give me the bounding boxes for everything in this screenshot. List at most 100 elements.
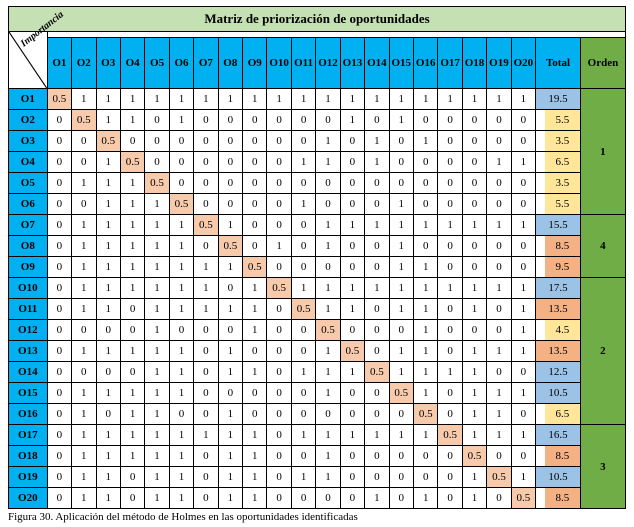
matrix-cell: 1 bbox=[340, 299, 364, 320]
matrix-cell: 1 bbox=[487, 404, 511, 425]
matrix-cell: 0 bbox=[291, 404, 315, 425]
matrix-cell: 0 bbox=[120, 299, 144, 320]
matrix-cell: 0 bbox=[120, 362, 144, 383]
matrix-cell: 1 bbox=[291, 89, 315, 110]
matrix-cell: 0 bbox=[291, 215, 315, 236]
matrix-cell: 0 bbox=[47, 404, 71, 425]
row-label: O4 bbox=[9, 152, 48, 173]
matrix-cell: 1 bbox=[96, 110, 120, 131]
col-header: O2 bbox=[72, 38, 96, 89]
matrix-cell: 0 bbox=[194, 131, 218, 152]
matrix-cell: 1 bbox=[96, 425, 120, 446]
col-header: O1 bbox=[47, 38, 71, 89]
matrix-cell: 1 bbox=[120, 257, 144, 278]
title-row: Matriz de priorización de oportunidades bbox=[9, 7, 626, 32]
matrix-cell: 1 bbox=[462, 341, 486, 362]
total-cell: 15.5 bbox=[536, 215, 581, 236]
matrix-cell: 1 bbox=[389, 89, 413, 110]
matrix-cell: 1 bbox=[72, 257, 96, 278]
matrix-cell: 1 bbox=[169, 110, 193, 131]
matrix-cell: 1 bbox=[413, 257, 437, 278]
matrix-cell: 1 bbox=[413, 383, 437, 404]
matrix-cell: 1 bbox=[218, 446, 242, 467]
matrix-cell: 0 bbox=[340, 236, 364, 257]
matrix-cell: 0 bbox=[194, 173, 218, 194]
matrix-cell: 0 bbox=[389, 404, 413, 425]
matrix-cell: 1 bbox=[316, 383, 340, 404]
matrix-cell: 1 bbox=[120, 215, 144, 236]
matrix-cell: 1 bbox=[72, 488, 96, 509]
matrix-cell: 0 bbox=[47, 341, 71, 362]
row-label: O11 bbox=[9, 299, 48, 320]
matrix-cell: 0 bbox=[47, 299, 71, 320]
col-header: O17 bbox=[438, 38, 462, 89]
matrix-cell: 1 bbox=[218, 215, 242, 236]
order-cell: 4 bbox=[580, 215, 625, 278]
col-header: O3 bbox=[96, 38, 120, 89]
matrix-cell: 0 bbox=[72, 131, 96, 152]
matrix-cell: 1 bbox=[96, 236, 120, 257]
matrix-cell: 1 bbox=[511, 215, 535, 236]
col-header-total: Total bbox=[536, 38, 581, 89]
matrix-cell: 1 bbox=[316, 278, 340, 299]
matrix-cell: 0 bbox=[413, 110, 437, 131]
row-label: O15 bbox=[9, 383, 48, 404]
matrix-cell: 1 bbox=[511, 320, 535, 341]
matrix-cell: 1 bbox=[243, 362, 267, 383]
matrix-cell: 1 bbox=[438, 215, 462, 236]
matrix-cell: 1 bbox=[413, 89, 437, 110]
matrix-cell: 0 bbox=[511, 404, 535, 425]
matrix-cell: 1 bbox=[316, 341, 340, 362]
matrix-cell: 0 bbox=[243, 236, 267, 257]
matrix-cell: 0 bbox=[340, 404, 364, 425]
matrix-cell: 0 bbox=[438, 257, 462, 278]
matrix-cell: 0 bbox=[47, 446, 71, 467]
matrix-cell: 0 bbox=[462, 131, 486, 152]
matrix-cell: 1 bbox=[169, 236, 193, 257]
matrix-cell: 0 bbox=[72, 320, 96, 341]
matrix-cell: 0 bbox=[267, 215, 291, 236]
matrix-cell: 0 bbox=[47, 362, 71, 383]
matrix-cell: 0 bbox=[47, 467, 71, 488]
matrix-cell: 1 bbox=[316, 215, 340, 236]
matrix-cell: 0 bbox=[169, 320, 193, 341]
matrix-cell: 1 bbox=[96, 194, 120, 215]
total-cell: 13.5 bbox=[536, 299, 581, 320]
matrix-cell: 1 bbox=[389, 341, 413, 362]
matrix-cell: 1 bbox=[316, 467, 340, 488]
matrix-cell: 0 bbox=[47, 320, 71, 341]
matrix-cell: 0 bbox=[243, 131, 267, 152]
matrix-cell: 0 bbox=[462, 110, 486, 131]
matrix-cell: 0 bbox=[47, 131, 71, 152]
matrix-cell: 1 bbox=[120, 194, 144, 215]
matrix-cell: 1 bbox=[145, 362, 169, 383]
matrix-cell: 1 bbox=[96, 257, 120, 278]
matrix-row: O9011111110.5000001100009.5 bbox=[9, 257, 626, 278]
matrix-cell: 0 bbox=[47, 257, 71, 278]
matrix-cell: 1 bbox=[72, 278, 96, 299]
row-label: O20 bbox=[9, 488, 48, 509]
matrix-cell: 1 bbox=[413, 320, 437, 341]
matrix-cell: 0 bbox=[120, 131, 144, 152]
matrix-cell: 0 bbox=[243, 194, 267, 215]
matrix-cell: 1 bbox=[243, 278, 267, 299]
matrix-cell: 0 bbox=[487, 362, 511, 383]
matrix-cell: 0 bbox=[47, 173, 71, 194]
matrix-cell: 0 bbox=[340, 383, 364, 404]
matrix-cell: 0.5 bbox=[243, 257, 267, 278]
matrix-cell: 1 bbox=[389, 425, 413, 446]
matrix-cell: 0 bbox=[218, 194, 242, 215]
col-header: O11 bbox=[291, 38, 315, 89]
importancia-corner: Importancia bbox=[9, 32, 48, 89]
matrix-cell: 1 bbox=[120, 425, 144, 446]
matrix-cell: 0 bbox=[511, 194, 535, 215]
matrix-cell: 1 bbox=[194, 257, 218, 278]
matrix-cell: 1 bbox=[243, 467, 267, 488]
matrix-cell: 0 bbox=[194, 404, 218, 425]
matrix-cell: 0 bbox=[47, 425, 71, 446]
matrix-cell: 0 bbox=[120, 320, 144, 341]
matrix-cell: 0 bbox=[194, 362, 218, 383]
matrix-cell: 0 bbox=[218, 320, 242, 341]
matrix-cell: 1 bbox=[340, 89, 364, 110]
matrix-cell: 1 bbox=[291, 152, 315, 173]
